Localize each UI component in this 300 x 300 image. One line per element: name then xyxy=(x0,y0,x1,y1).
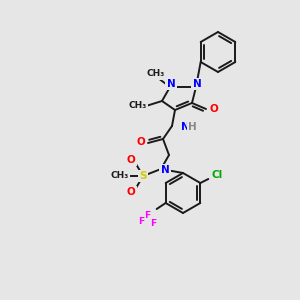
Text: O: O xyxy=(136,137,146,147)
Text: CH₃: CH₃ xyxy=(111,172,129,181)
Text: O: O xyxy=(210,104,218,114)
Text: NH: NH xyxy=(181,122,199,132)
Text: N: N xyxy=(167,79,176,89)
Text: N: N xyxy=(160,165,169,175)
Text: F: F xyxy=(151,218,157,227)
Text: Cl: Cl xyxy=(212,170,223,180)
Text: N: N xyxy=(193,79,201,89)
Text: F: F xyxy=(139,217,145,226)
Text: CH₃: CH₃ xyxy=(129,101,147,110)
Text: S: S xyxy=(139,171,147,181)
Text: F: F xyxy=(145,212,151,220)
Text: O: O xyxy=(127,155,135,165)
Text: H: H xyxy=(188,122,197,132)
Text: O: O xyxy=(127,187,135,197)
Text: CH₃: CH₃ xyxy=(147,70,165,79)
